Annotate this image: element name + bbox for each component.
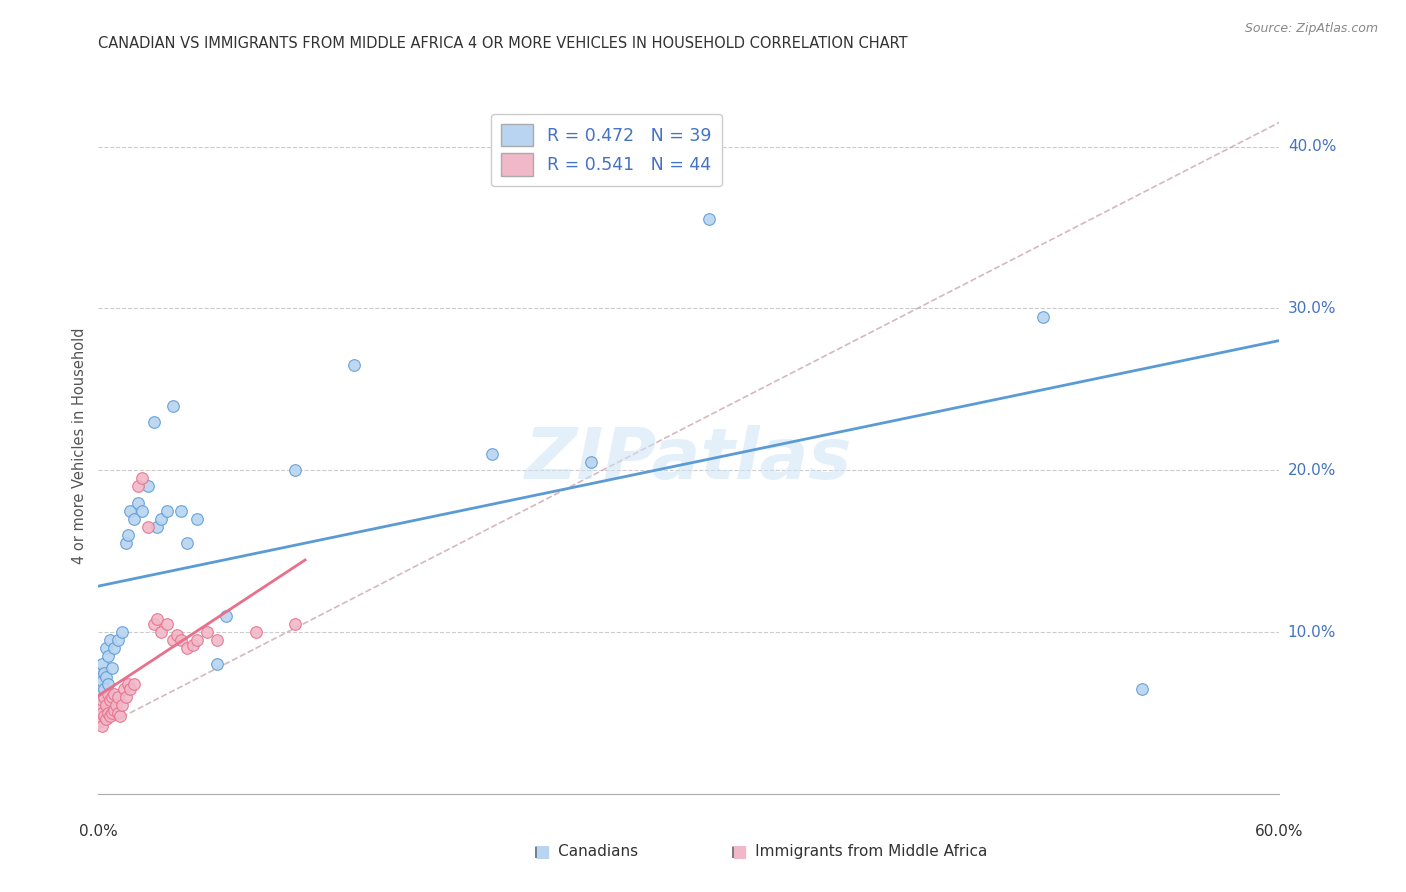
Point [103, 703, 125, 717]
Point [107, 633, 129, 648]
Text: 0.0%: 0.0% [79, 824, 118, 839]
Point [101, 690, 124, 704]
Point [97, 706, 120, 720]
Point [146, 520, 169, 534]
Point [284, 463, 307, 477]
Point [205, 657, 228, 672]
Point [98, 693, 121, 707]
Point [93, 681, 115, 696]
Point [89, 698, 111, 712]
Point [108, 709, 131, 723]
Text: ■  Canadians: ■ Canadians [534, 845, 638, 859]
Point [195, 625, 218, 640]
Text: 30.0%: 30.0% [1288, 301, 1336, 316]
Point [181, 638, 204, 652]
Point [117, 677, 139, 691]
Point [150, 512, 173, 526]
Text: ZIPatlas: ZIPatlas [526, 425, 852, 494]
Text: 60.0%: 60.0% [1256, 824, 1303, 839]
Point [98, 709, 121, 723]
Point [131, 471, 153, 485]
Text: ■: ■ [731, 843, 747, 861]
Point [107, 706, 129, 720]
Point [162, 633, 184, 648]
Point [156, 504, 179, 518]
Point [101, 706, 124, 720]
Point [118, 504, 141, 518]
Point [166, 628, 188, 642]
Text: ■  Immigrants from Middle Africa: ■ Immigrants from Middle Africa [731, 845, 987, 859]
Point [118, 681, 141, 696]
Point [93, 690, 115, 704]
Point [91, 719, 114, 733]
Point [136, 520, 159, 534]
Point [1032, 310, 1054, 324]
Point [170, 504, 193, 518]
Legend: R = 0.472   N = 39, R = 0.541   N = 44: R = 0.472 N = 39, R = 0.541 N = 44 [491, 114, 721, 186]
Point [131, 504, 153, 518]
Point [127, 495, 149, 509]
Point [91, 673, 114, 688]
Point [97, 687, 120, 701]
Y-axis label: 4 or more Vehicles in Household: 4 or more Vehicles in Household [72, 327, 87, 565]
Point [176, 536, 198, 550]
Point [205, 633, 228, 648]
Point [1130, 681, 1153, 696]
Point [96, 641, 118, 656]
Point [186, 633, 208, 648]
Point [111, 625, 134, 640]
Point [101, 661, 124, 675]
Point [150, 625, 173, 640]
Point [105, 698, 128, 712]
Point [91, 657, 114, 672]
Point [481, 447, 503, 461]
Point [98, 633, 121, 648]
Text: 40.0%: 40.0% [1288, 139, 1336, 154]
Point [96, 670, 118, 684]
Point [93, 665, 115, 680]
Text: ■: ■ [534, 843, 550, 861]
Point [146, 612, 169, 626]
Point [215, 608, 238, 623]
Point [170, 633, 193, 648]
Point [343, 358, 366, 372]
Point [127, 479, 149, 493]
Text: 20.0%: 20.0% [1288, 463, 1336, 478]
Point [89, 665, 111, 680]
Point [115, 536, 138, 550]
Point [156, 617, 179, 632]
Point [89, 714, 111, 728]
Point [93, 709, 115, 723]
Text: Source: ZipAtlas.com: Source: ZipAtlas.com [1244, 22, 1378, 36]
Point [115, 690, 138, 704]
Point [142, 415, 165, 429]
Point [136, 479, 159, 493]
Point [142, 617, 165, 632]
Text: 10.0%: 10.0% [1288, 624, 1336, 640]
Point [122, 677, 145, 691]
Point [112, 681, 135, 696]
Point [91, 706, 114, 720]
Point [176, 641, 198, 656]
Point [284, 617, 307, 632]
Point [107, 690, 129, 704]
Point [103, 641, 125, 656]
Point [111, 698, 134, 712]
Point [97, 677, 120, 691]
Text: CANADIAN VS IMMIGRANTS FROM MIDDLE AFRICA 4 OR MORE VEHICLES IN HOUSEHOLD CORREL: CANADIAN VS IMMIGRANTS FROM MIDDLE AFRIC… [98, 36, 908, 51]
Point [186, 512, 208, 526]
Point [103, 687, 125, 701]
Point [89, 681, 111, 696]
Point [245, 625, 267, 640]
Point [91, 693, 114, 707]
Point [96, 698, 118, 712]
Point [579, 455, 602, 469]
Point [117, 528, 139, 542]
Point [697, 212, 720, 227]
Point [162, 399, 184, 413]
Point [122, 512, 145, 526]
Point [97, 649, 120, 664]
Point [96, 713, 118, 727]
